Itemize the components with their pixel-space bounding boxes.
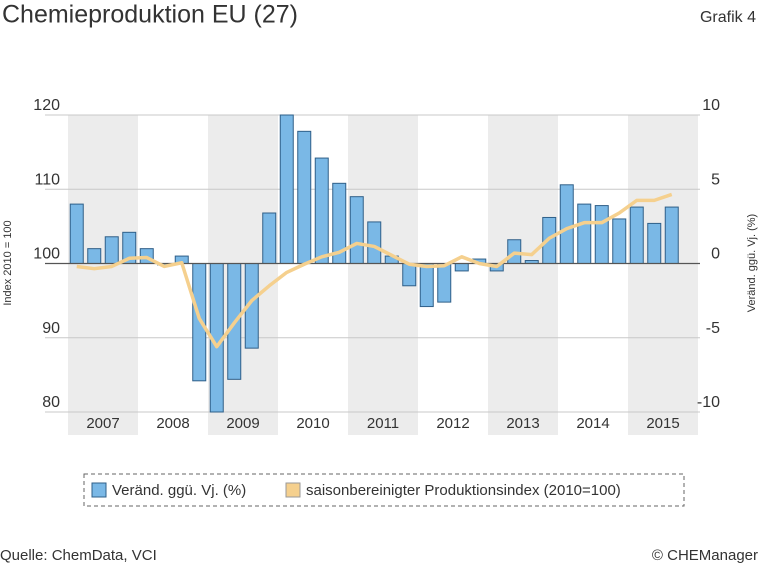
bar xyxy=(87,248,102,264)
y2-axis-label: Veränd. ggü. Vj. (%) xyxy=(746,214,758,312)
bar xyxy=(612,218,627,264)
source: Quelle: ChemData, VCI xyxy=(0,547,157,564)
y2-tick-label: 10 xyxy=(702,97,720,114)
bar xyxy=(192,263,207,382)
bar xyxy=(349,196,364,264)
x-tick-label: 2015 xyxy=(646,415,679,432)
y-tick-label: 90 xyxy=(42,320,60,337)
bar xyxy=(629,206,644,265)
y-tick-label: 120 xyxy=(33,97,60,114)
bar xyxy=(69,203,84,265)
chart-title: Chemieproduktion EU (27) xyxy=(2,1,298,29)
y-tick-label: 110 xyxy=(34,171,60,188)
x-tick-label: 2008 xyxy=(156,415,189,432)
legend-label: Veränd. ggü. Vj. (%) xyxy=(112,482,246,499)
y2-tick-label: 0 xyxy=(711,246,720,263)
y2-tick-label: 5 xyxy=(711,171,720,188)
copyright: © CHEManager xyxy=(652,547,758,564)
y-axis-label: Index 2010 = 100 xyxy=(2,220,14,305)
bar xyxy=(454,263,469,272)
year-band xyxy=(68,115,138,435)
x-tick-label: 2007 xyxy=(86,415,119,432)
x-tick-label: 2009 xyxy=(226,415,259,432)
bar xyxy=(577,203,592,265)
bar xyxy=(559,184,574,264)
year-band xyxy=(628,115,698,435)
y-tick-label: 100 xyxy=(33,246,60,263)
bar xyxy=(367,221,382,264)
bar xyxy=(647,222,662,264)
bar xyxy=(279,114,294,264)
line xyxy=(76,192,673,349)
y-tick-label: 80 xyxy=(42,394,60,411)
x-tick-label: 2012 xyxy=(436,415,469,432)
legend-box xyxy=(83,473,685,507)
y2-tick-label: -5 xyxy=(706,320,720,337)
legend-label: saisonbereinigter Produktionsindex (2010… xyxy=(306,482,621,499)
bar xyxy=(664,206,679,265)
x-tick-label: 2014 xyxy=(576,415,609,432)
bar xyxy=(594,205,609,265)
bar xyxy=(104,236,119,265)
figure-label: Grafik 4 xyxy=(700,9,756,26)
bar xyxy=(314,157,329,264)
bar xyxy=(437,263,452,303)
bar xyxy=(262,212,277,264)
x-tick-label: 2011 xyxy=(367,415,399,432)
bar xyxy=(419,263,434,308)
x-tick-label: 2010 xyxy=(296,415,329,432)
y2-tick-label: -10 xyxy=(697,394,720,411)
legend-swatch xyxy=(285,482,301,498)
bar xyxy=(297,130,312,264)
year-band xyxy=(488,115,558,435)
bar xyxy=(402,263,417,287)
legend-swatch xyxy=(91,482,107,498)
plot-background xyxy=(68,115,698,435)
x-tick-label: 2013 xyxy=(506,415,539,432)
